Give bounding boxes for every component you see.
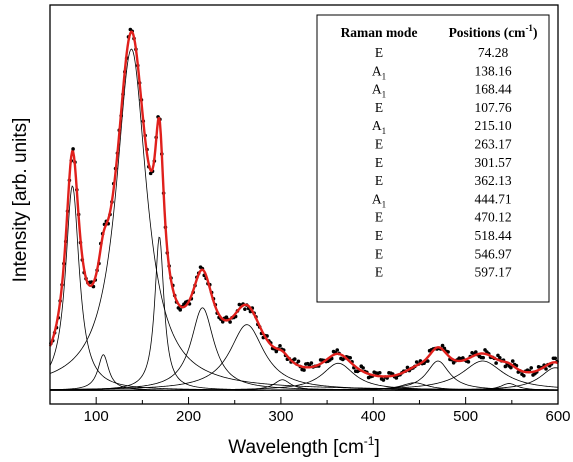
data-point	[178, 308, 183, 312]
table-position-cell: 444.71	[474, 191, 511, 206]
data-point	[440, 343, 445, 348]
table-position-cell: 263.17	[474, 137, 511, 152]
table-mode-cell: E	[375, 246, 383, 261]
y-axis-title: Intensity [arb. units]	[10, 118, 31, 283]
data-point	[243, 307, 247, 311]
fit-components	[49, 48, 559, 391]
table-mode-cell: E	[375, 137, 383, 152]
table-mode-cell: A1	[372, 191, 386, 209]
x-tick-label: 300	[268, 408, 293, 425]
table-mode-cell: E	[375, 265, 383, 280]
table-mode-cell: E	[375, 45, 383, 60]
data-point	[510, 359, 515, 363]
data-point	[405, 365, 410, 370]
data-point	[361, 366, 365, 370]
x-axis-ticks: 100 200 300 400 500 600	[49, 397, 571, 425]
raman-mode-table: Raman mode Positions (cm-1) E 74.28 A1 138.…	[316, 14, 550, 303]
data-point	[425, 359, 430, 363]
x-tick-label: 600	[545, 408, 570, 425]
table-header-mode: Raman mode	[341, 25, 418, 40]
plot-frame	[49, 4, 559, 405]
data-point	[553, 356, 558, 361]
table-box	[316, 14, 550, 303]
table-position-cell: 470.12	[474, 210, 511, 225]
data-point	[544, 367, 548, 371]
data-point	[296, 359, 301, 364]
table-rows: E 74.28 A1 138.16 A1 168.44 E 107.76 A1 215.10 E 26…	[372, 45, 512, 280]
x-tick-label: 500	[453, 408, 478, 425]
table-position-cell: 546.97	[474, 246, 511, 261]
x-tick-label: 100	[84, 408, 109, 425]
table-mode-cell: E	[375, 100, 383, 115]
data-point	[494, 361, 498, 365]
total-fit-curve	[48, 30, 559, 378]
table-position-cell: 138.16	[474, 63, 511, 78]
data-point	[394, 376, 399, 380]
data-point	[509, 365, 513, 370]
data-point	[381, 378, 386, 382]
data-point	[466, 360, 471, 364]
table-mode-cell: E	[375, 210, 383, 225]
component-peak-2	[49, 354, 558, 391]
data-point	[302, 368, 306, 372]
data-point	[348, 356, 352, 360]
data-point	[377, 370, 382, 375]
table-header-position: Positions (cm-1)	[449, 23, 538, 40]
table-position-cell: 301.57	[474, 155, 511, 170]
data-point	[228, 320, 232, 324]
data-point	[498, 355, 502, 360]
data-point	[274, 349, 279, 354]
table-position-cell: 168.44	[474, 82, 511, 97]
x-axis-title: Wavelength [cm-1]	[228, 434, 379, 458]
component-peak-5	[50, 307, 558, 391]
fit-curve-path	[48, 30, 559, 378]
data-point	[309, 361, 314, 365]
table-mode-cell: E	[375, 173, 383, 188]
x-tick-label: 400	[361, 408, 386, 425]
table-position-cell: 215.10	[474, 118, 511, 133]
table-mode-cell: E	[375, 228, 383, 243]
x-tick-label: 200	[176, 408, 201, 425]
table-position-cell: 107.76	[474, 100, 511, 115]
data-point	[522, 373, 526, 378]
data-point	[503, 364, 508, 369]
data-point	[71, 147, 75, 151]
data-point	[278, 343, 282, 348]
table-mode-cell: E	[375, 155, 383, 170]
table-position-cell: 362.13	[474, 173, 511, 188]
data-point	[481, 355, 485, 360]
data-point	[529, 366, 534, 370]
table-mode-cell: A1	[372, 63, 386, 81]
table-mode-cell: A1	[372, 82, 386, 100]
data-point	[335, 348, 340, 352]
table-position-cell: 74.28	[478, 45, 509, 60]
data-point	[474, 350, 478, 354]
table-position-cell: 597.17	[474, 265, 511, 280]
table-mode-cell: A1	[372, 118, 386, 136]
table-position-cell: 518.44	[474, 228, 511, 243]
data-point	[292, 357, 297, 361]
